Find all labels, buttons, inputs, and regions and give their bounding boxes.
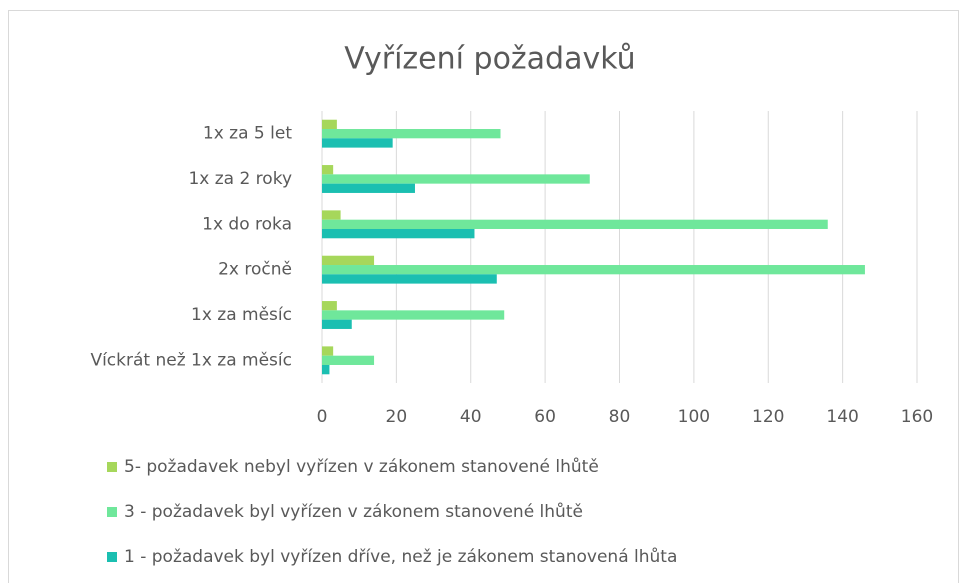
bar	[322, 219, 828, 229]
x-tick-label: 160	[901, 407, 933, 427]
bar	[322, 138, 393, 148]
y-tick-label: 1x za měsíc	[191, 305, 292, 325]
x-tick-label: 20	[386, 407, 408, 427]
y-tick-label: 1x za 5 let	[203, 124, 292, 144]
bar	[322, 255, 375, 266]
bar	[322, 265, 865, 275]
bar	[322, 228, 475, 239]
bar	[322, 319, 352, 329]
chart-frame	[8, 10, 959, 587]
y-tick-label: 1x za 2 roky	[188, 169, 292, 189]
bar	[322, 174, 590, 184]
bar	[322, 346, 334, 356]
legend-label: 5- požadavek nebyl vyřízen v zákonem sta…	[124, 457, 599, 477]
y-tick-label: Víckrát než 1x za měsíc	[90, 350, 292, 370]
bar	[322, 310, 505, 320]
legend-swatch	[107, 462, 117, 472]
x-tick-label: 0	[317, 407, 328, 427]
y-tick-label: 1x do roka	[202, 214, 292, 234]
x-tick-label: 40	[460, 407, 482, 427]
chart-title: Vyřízení požadavků	[344, 42, 635, 77]
bar	[322, 119, 337, 130]
bar	[322, 274, 497, 284]
bar	[322, 301, 337, 311]
bar	[322, 129, 501, 139]
bar	[322, 210, 341, 220]
legend-swatch	[107, 507, 117, 517]
bar	[322, 355, 375, 365]
legend-label: 3 - požadavek byl vyřízen v zákonem stan…	[124, 502, 583, 522]
bar	[322, 183, 415, 193]
x-tick-label: 120	[752, 407, 784, 427]
x-tick-label: 60	[534, 407, 556, 427]
x-tick-label: 140	[826, 407, 858, 427]
x-tick-label: 80	[609, 407, 631, 427]
bar	[322, 364, 330, 375]
bar	[322, 165, 334, 175]
x-tick-label: 100	[678, 407, 710, 427]
legend-swatch	[107, 552, 117, 562]
y-tick-label: 2x ročně	[218, 260, 292, 280]
legend-label: 1 - požadavek byl vyřízen dříve, než je …	[124, 547, 677, 567]
